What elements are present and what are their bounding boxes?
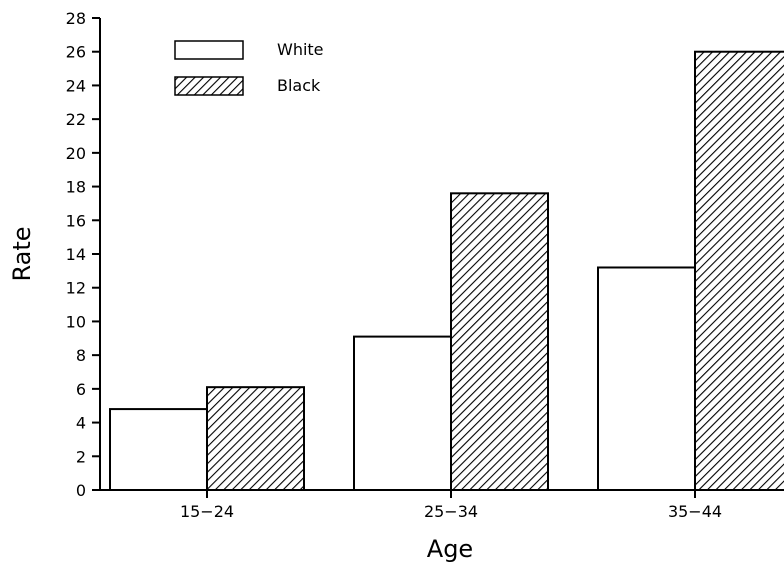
bars-group: [109, 50, 784, 492]
x-tick-label: 25−34: [424, 502, 478, 521]
y-tick-label: 22: [66, 110, 86, 129]
bar-white-35-44: [597, 266, 696, 491]
y-tick-label: 18: [66, 178, 86, 197]
bar-black-25-34: [450, 192, 549, 491]
legend-label-black: Black: [277, 76, 321, 95]
y-tick-label: 6: [76, 380, 86, 399]
y-tick-label: 28: [66, 9, 86, 28]
x-tick-label: 15−24: [180, 502, 234, 521]
bar-white-15-24: [109, 408, 208, 492]
y-tick-label: 26: [66, 43, 86, 62]
bar-black-35-44: [694, 50, 784, 491]
y-axis-title: Rate: [8, 226, 36, 281]
x-axis-title: Age: [427, 535, 473, 563]
y-tick-label: 20: [66, 144, 86, 163]
legend: White Black: [174, 40, 324, 96]
x-axis-ticks: 15−24 25−34 35−44: [180, 490, 722, 521]
y-tick-label: 14: [66, 245, 86, 264]
legend-swatch-black: [174, 76, 244, 96]
y-tick-label: 2: [76, 447, 86, 466]
y-tick-label: 12: [66, 279, 86, 298]
y-tick-label: 8: [76, 346, 86, 365]
y-tick-label: 10: [66, 312, 86, 331]
y-tick-label: 4: [76, 414, 86, 433]
y-tick-label: 0: [76, 481, 86, 500]
y-tick-label: 24: [66, 76, 86, 95]
bar-white-25-34: [353, 335, 452, 491]
legend-label-white: White: [277, 40, 324, 59]
bar-black-15-24: [206, 386, 305, 491]
x-tick-label: 35−44: [668, 502, 722, 521]
y-tick-label: 16: [66, 211, 86, 230]
legend-swatch-white: [174, 40, 244, 60]
